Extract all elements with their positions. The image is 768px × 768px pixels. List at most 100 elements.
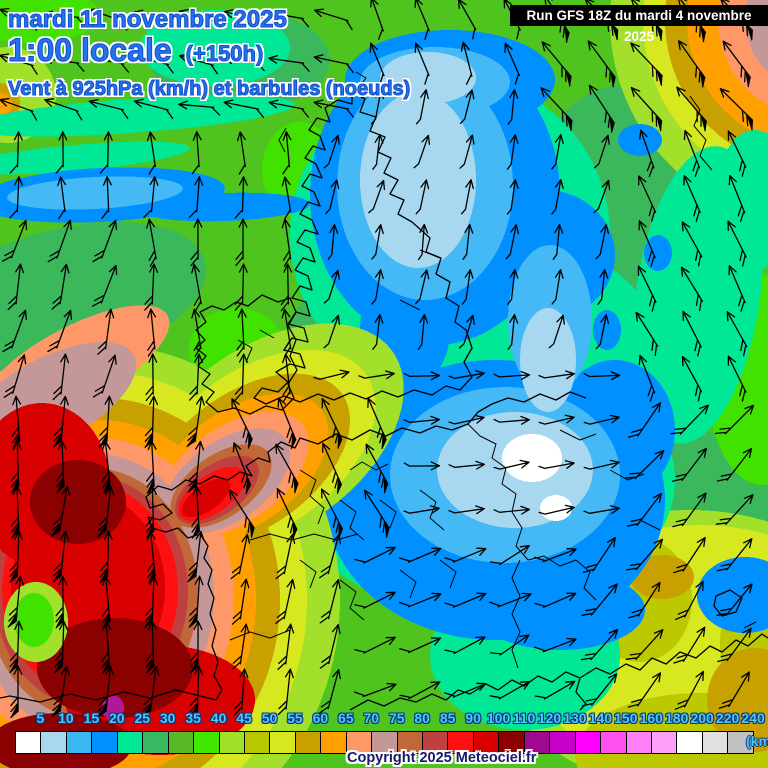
legend-cell	[346, 732, 373, 753]
wind-barb	[635, 311, 659, 357]
wind-barb	[493, 505, 531, 515]
wind-barb	[493, 459, 530, 470]
wind-barb	[457, 0, 477, 40]
wind-barb	[92, 219, 118, 263]
wind-barb	[462, 223, 474, 260]
wind-barb	[581, 583, 618, 616]
legend-cell	[168, 732, 195, 753]
wind-barb	[275, 578, 296, 624]
wind-barb	[325, 179, 340, 215]
legend-cell	[423, 732, 449, 753]
wind-barb	[414, 0, 430, 40]
wind-barb-pennant	[609, 116, 615, 132]
wind-barb	[370, 0, 384, 40]
wind-barb	[670, 404, 709, 435]
legend-cell	[601, 732, 627, 753]
legend-cell	[219, 732, 245, 753]
wind-barb	[461, 269, 474, 305]
wind-barb	[327, 223, 339, 260]
wind-barb	[235, 218, 248, 267]
wind-barb	[459, 134, 475, 169]
legend-label: 45	[236, 710, 252, 726]
wind-barb	[444, 682, 487, 698]
wind-barb	[680, 266, 704, 312]
wind-barb	[188, 176, 204, 219]
wind-barb-pennant	[249, 521, 255, 537]
wind-barb	[638, 220, 656, 267]
wind-barb	[101, 176, 112, 220]
wind-barb-pennant	[192, 523, 200, 538]
wind-barb	[551, 179, 564, 215]
wind-barb	[280, 263, 293, 312]
wind-barb	[399, 681, 441, 700]
wind-barb	[583, 459, 620, 470]
wind-barb	[489, 592, 532, 608]
wind-barb-pennant	[610, 71, 616, 86]
wind-barb-pennant	[102, 658, 111, 673]
legend-label: 50	[261, 710, 278, 726]
legend-label: 90	[465, 710, 481, 726]
wind-barb	[716, 583, 753, 616]
wind-barb	[444, 592, 487, 608]
wind-barb-pennant	[656, 70, 663, 85]
legend-label: 150	[614, 710, 638, 726]
wind-barb	[191, 263, 202, 312]
wind-barb	[583, 414, 620, 425]
wind-barb-pennant	[146, 658, 155, 673]
wind-barb-pennant	[656, 25, 663, 40]
wind-barb	[354, 682, 397, 698]
legend-label: 80	[414, 710, 430, 726]
wind-barb	[9, 131, 23, 174]
wind-barb	[637, 265, 657, 312]
legend-label: 75	[388, 710, 405, 726]
copyright-text: Copyright 2025 Meteociel.fr	[347, 750, 537, 766]
wind-barb-pennant	[291, 433, 297, 448]
wind-barb	[57, 176, 67, 220]
legend-label: 140	[588, 710, 613, 726]
wind-barb	[593, 179, 611, 214]
wind-barb	[92, 354, 117, 398]
wind-barb	[0, 98, 38, 121]
legend-cell	[41, 732, 67, 753]
wind-barb-pennant	[745, 71, 751, 86]
wind-barb	[230, 533, 251, 580]
wind-barb-pennant	[337, 432, 343, 448]
wind-barb	[88, 54, 130, 73]
legend-label: 180	[665, 710, 689, 726]
wind-barb	[534, 637, 577, 653]
wind-barb	[133, 54, 174, 74]
legend-labels: 5 10 15 20 25 30 35 40 45 50 55 60 65 70 75 80 85 90 100 11…	[0, 710, 768, 728]
wind-barb-pennant	[10, 658, 19, 673]
wind-barb	[460, 179, 474, 215]
local-time: 1:00 locale	[8, 32, 173, 69]
wind-barb	[323, 269, 340, 304]
wind-barb	[681, 221, 703, 267]
legend-cell	[244, 732, 271, 753]
wind-barb	[313, 369, 350, 380]
wind-barb	[7, 263, 25, 311]
wind-barb-pennant	[55, 658, 64, 673]
wind-barb	[460, 41, 473, 85]
wind-barb	[593, 134, 610, 169]
wind-barb	[368, 179, 386, 214]
wind-barb	[9, 176, 24, 219]
wind-barb	[417, 223, 429, 261]
legend-cell	[295, 732, 322, 753]
legend-unit: (km/h)	[746, 733, 768, 749]
wind-barb	[178, 8, 219, 29]
map-title-block: mardi 11 novembre 2025 1:00 locale (+150h…	[7, 6, 410, 101]
wind-barb-pennant	[383, 477, 389, 493]
wind-barb-pennant	[656, 115, 663, 130]
run-info-box: Run GFS 18Z du mardi 4 novembre 2025	[510, 5, 768, 44]
wind-barb	[627, 672, 662, 708]
wind-barb	[51, 263, 70, 310]
wind-barb	[189, 353, 204, 401]
wind-barb	[234, 263, 248, 311]
wind-barb-pennant	[12, 523, 20, 538]
wind-barb	[674, 580, 704, 621]
wind-barb-pennant	[188, 568, 198, 582]
legend-cell	[728, 732, 753, 753]
legend-cell	[473, 732, 500, 753]
wind-barb	[627, 402, 662, 438]
wind-barb	[417, 313, 429, 350]
